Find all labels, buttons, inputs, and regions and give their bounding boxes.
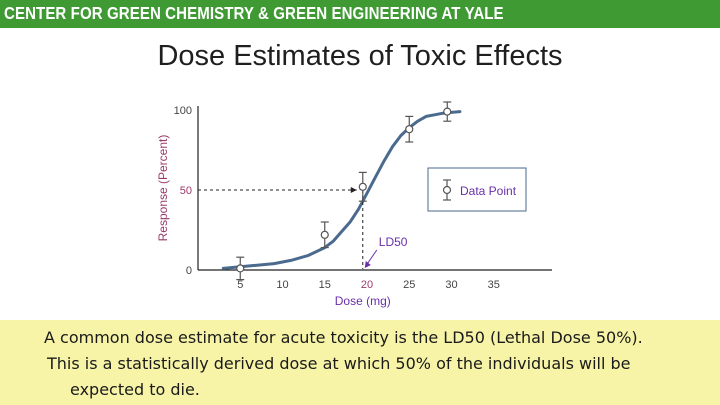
caption-line-1: A common dose estimate for acute toxicit… — [44, 328, 643, 347]
caption-line-2: This is a statistically derived dose at … — [47, 354, 631, 373]
data-point — [320, 230, 329, 239]
slide-title: Dose Estimates of Toxic Effects — [157, 40, 563, 72]
data-point — [443, 107, 452, 116]
caption-line-3: expected to die. — [70, 380, 200, 399]
caption-text: A common dose estimate for acute toxicit… — [44, 325, 684, 403]
caption-box — [0, 320, 720, 405]
y-tick-label: 100 — [174, 105, 192, 117]
x-tick-label: 5 — [237, 279, 243, 291]
data-point — [236, 264, 245, 273]
header-title: CENTER FOR GREEN CHEMISTRY & GREEN ENGIN… — [4, 3, 504, 23]
dose-response-chart: 0 50 100 5 10 15 20 25 30 35 Dose (mg) Response (Pe… — [156, 101, 552, 308]
header-bar — [0, 0, 720, 28]
x-tick-label: 30 — [445, 279, 457, 291]
x-tick-label: 15 — [319, 279, 331, 291]
y-tick-label: 50 — [180, 185, 192, 197]
legend-label: Data Point — [460, 184, 517, 198]
ld50-label: LD50 — [379, 235, 408, 249]
data-point — [405, 125, 414, 134]
data-point — [358, 182, 367, 191]
x-tick-label: 20 — [361, 279, 373, 291]
x-tick-label: 35 — [488, 279, 500, 291]
legend-symbol — [442, 185, 452, 195]
ld50-pointer-arrowhead — [364, 261, 371, 268]
y-axis-label: Response (Percent) — [156, 135, 170, 242]
x-axis-label: Dose (mg) — [335, 294, 391, 308]
x-tick-label: 10 — [276, 279, 288, 291]
x-tick-label: 25 — [403, 279, 415, 291]
dose-response-curve — [221, 110, 462, 270]
ld50-horizontal-arrowhead — [350, 187, 357, 193]
y-tick-label: 0 — [186, 265, 192, 277]
